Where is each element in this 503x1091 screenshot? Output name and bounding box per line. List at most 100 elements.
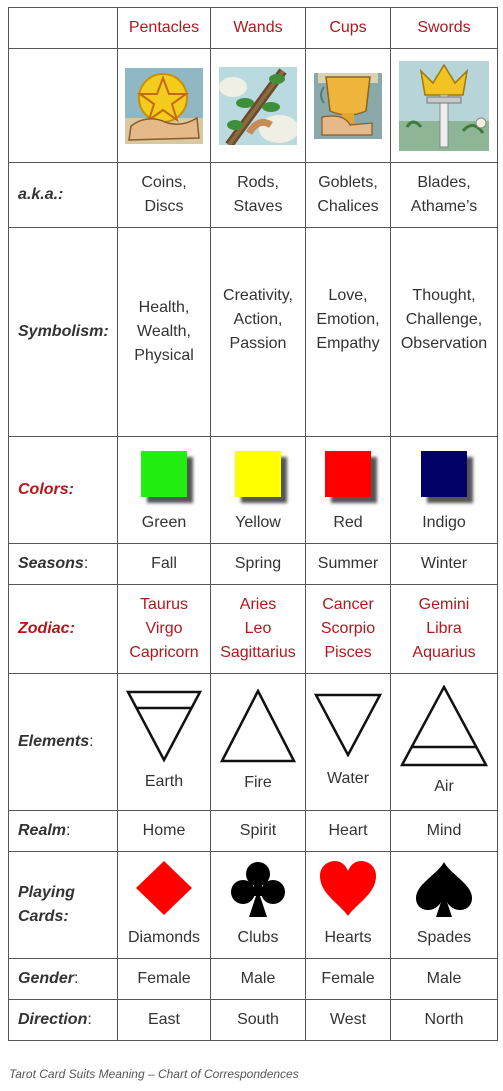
suit-header-cups: Cups [305,7,391,49]
symbolism-value-line: Action, [233,311,283,328]
direction-label: Direction [18,1011,88,1028]
element-earth-cell: Earth [117,673,211,811]
color-name: Green [141,514,187,531]
direction-wands: South [210,999,306,1041]
zodiac-sign: Taurus [139,596,189,613]
zodiac-sign: Capricorn [129,644,199,661]
playing-card-name: Clubs [237,929,279,946]
aka-label: a.k.a.: [8,162,118,228]
club-suit-icon [231,862,285,917]
season-swords: Winter [390,543,498,585]
label-colon: : [87,1011,92,1028]
green-swatch [141,451,187,497]
aka-wands: Rods, Staves [210,162,306,228]
cups-image-cell [305,48,391,163]
aka-value-line: Goblets, [318,174,378,191]
zodiac-cups: Cancer Scorpio Pisces [305,584,391,674]
label-colon: : [89,733,94,750]
aka-swords: Blades, Athame’s [390,162,498,228]
wand-card-icon [219,66,297,145]
pentacles-image-cell [117,48,211,163]
seasons-label: Seasons [18,555,84,572]
gender-cups: Female [305,958,391,1000]
zodiac-sign: Libra [426,620,462,637]
gender-pentacles: Female [117,958,211,1000]
playing-card-spades-cell: Spades [390,851,498,959]
realm-label-cell: Realm: [8,810,118,852]
season-wands: Spring [210,543,306,585]
playing-card-name: Hearts [324,929,372,946]
wands-image-cell [210,48,306,163]
symbolism-value-line: Challenge, [405,311,483,328]
playing-cards-label-line: Cards: [18,908,69,925]
suit-header-pentacles: Pentacles [117,7,211,49]
swords-image-cell [390,48,498,163]
element-fire-cell: Fire [210,673,306,811]
playing-card-name: Spades [416,929,472,946]
corner-cell [8,7,118,49]
playing-card-diamonds-cell: Diamonds [117,851,211,959]
gender-label: Gender [18,970,75,987]
zodiac-row: Zodiac: Taurus Virgo Capricorn Aries Leo Sag… [8,584,498,674]
color-name: Red [333,514,363,531]
symbolism-swords: Thought, Challenge, Observation [390,227,498,437]
aka-value-line: Staves [233,198,283,215]
suit-header-swords: Swords [390,7,498,49]
symbolism-wands: Creativity, Action, Passion [210,227,306,437]
gender-row: Gender: Female Male Female Male [8,958,498,1000]
label-colon: : [66,822,71,839]
playing-card-clubs-cell: Clubs [210,851,306,959]
realm-label: Realm [18,822,67,839]
aka-value-line: Athame’s [410,198,478,215]
zodiac-sign: Scorpio [320,620,376,637]
red-swatch [325,451,371,497]
element-water-cell: Water [305,673,391,811]
colors-row: Colors: Green Yellow Red Indigo [8,436,498,544]
symbolism-cups: Love, Emotion, Empathy [305,227,391,437]
aka-pentacles: Coins, Discs [117,162,211,228]
zodiac-sign: Cancer [322,596,374,613]
symbolism-value-line: Observation [400,335,488,352]
realm-cups: Heart [305,810,391,852]
gender-wands: Male [210,958,306,1000]
zodiac-sign: Virgo [145,620,183,637]
symbolism-label: Symbolism: [8,227,118,437]
zodiac-sign: Leo [244,620,272,637]
zodiac-sign: Pisces [324,644,372,661]
element-name: Air [434,778,454,795]
fire-symbol-icon [220,689,296,763]
aka-value-line: Coins, [141,174,187,191]
diamond-suit-icon [136,861,192,915]
color-name: Yellow [235,514,281,531]
direction-cups: West [305,999,391,1041]
symbolism-value-line: Love, [328,287,368,304]
symbolism-value-line: Empathy [316,335,380,352]
aka-row: a.k.a.: Coins, Discs Rods, Staves Goblets,… [8,162,498,228]
label-colon: : [74,970,79,987]
zodiac-sign: Aquarius [412,644,476,661]
playing-cards-label: Playing Cards: [8,851,118,959]
symbolism-value-line: Emotion, [316,311,380,328]
table-caption: Tarot Card Suits Meaning – Chart of Corr… [9,1067,299,1081]
symbolism-pentacles: Health, Wealth, Physical [117,227,211,437]
gender-label-cell: Gender: [8,958,118,1000]
card-image-row [8,48,498,163]
indigo-swatch [421,451,467,497]
gender-swords: Male [390,958,498,1000]
aka-value-line: Rods, [237,174,279,191]
elements-row: Elements: Earth Fire Water Air [8,673,498,811]
realm-swords: Mind [390,810,498,852]
zodiac-pentacles: Taurus Virgo Capricorn [117,584,211,674]
element-name: Earth [144,773,184,790]
playing-card-hearts-cell: Hearts [305,851,391,959]
symbolism-value-line: Passion [229,335,287,352]
element-name: Water [326,770,370,787]
aka-value-line: Blades, [417,174,471,191]
elements-label: Elements [18,733,90,750]
direction-pentacles: East [117,999,211,1041]
correspondence-table: Pentacles Wands Cups Swords [8,7,498,1041]
yellow-swatch [235,451,281,497]
sword-card-icon [399,60,489,151]
suit-header-row: Pentacles Wands Cups Swords [8,7,498,49]
zodiac-wands: Aries Leo Sagittarius [210,584,306,674]
